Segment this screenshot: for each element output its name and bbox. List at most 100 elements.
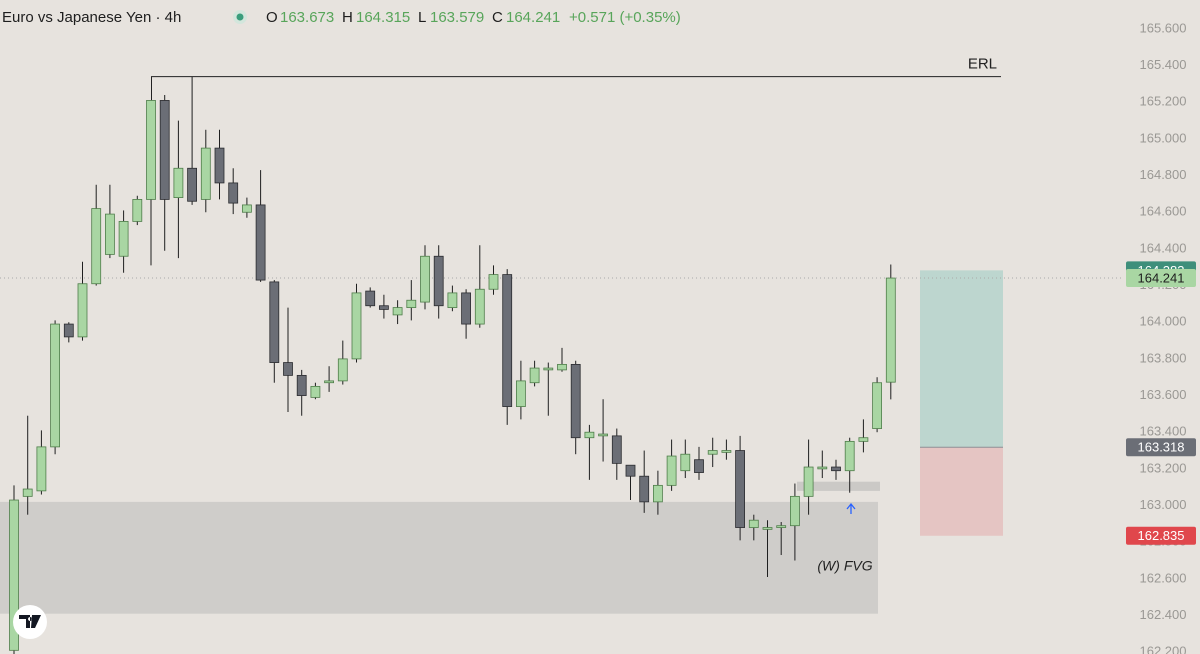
chart-title: Euro vs Japanese Yen · 4h <box>2 9 181 26</box>
zone-label: (W) FVG <box>817 557 872 573</box>
price-tag <box>1126 438 1196 457</box>
price-tag-label: 164.241 <box>1138 270 1185 285</box>
y-tick-label: 165.600 <box>1140 20 1187 35</box>
y-tick-label: 163.200 <box>1140 460 1187 475</box>
candle-body <box>9 499 19 651</box>
candle-body <box>105 213 115 255</box>
candle-body <box>502 274 513 407</box>
candle-body <box>735 450 745 528</box>
ohlc-letter: O <box>266 9 278 26</box>
candle-body <box>598 433 608 437</box>
candle-body <box>241 204 252 213</box>
candle-body <box>639 475 650 503</box>
candle-body <box>255 204 266 281</box>
status-dot <box>236 13 244 21</box>
candle-body <box>324 380 335 384</box>
candle-body <box>611 435 622 464</box>
arrow-icon <box>846 502 856 514</box>
ohlc-value: 164.315 <box>356 9 410 26</box>
logo-mark <box>19 615 41 628</box>
y-tick-label: 165.200 <box>1140 94 1187 109</box>
plot: (W) FVG ERL <box>0 56 1122 654</box>
y-tick-label: 162.600 <box>1140 570 1187 585</box>
candle-body <box>283 362 293 376</box>
candle-body <box>625 464 636 477</box>
candle-body <box>707 450 718 455</box>
candle-body <box>488 274 499 290</box>
candle-body <box>420 255 430 303</box>
candle-body <box>200 147 211 200</box>
candle-body <box>63 323 74 338</box>
candle-body <box>748 519 759 528</box>
y-tick-label: 164.400 <box>1140 240 1187 255</box>
candle-body <box>762 527 773 530</box>
candle-body <box>474 288 485 325</box>
price-tag <box>1126 526 1196 545</box>
y-tick-label: 165.000 <box>1140 130 1187 145</box>
ohlc-letter: H <box>342 9 353 26</box>
candle-body <box>214 147 225 184</box>
price-tag-label: 163.318 <box>1138 440 1185 455</box>
candle-body <box>885 277 896 383</box>
candle-body <box>790 495 800 527</box>
logo <box>13 605 47 639</box>
change-label: +0.571 (+0.35%) <box>569 9 681 26</box>
candle-body <box>433 255 444 307</box>
ohlc-value: 164.241 <box>506 9 560 26</box>
candle-body <box>392 307 403 316</box>
y-tick-label: 164.600 <box>1140 204 1187 219</box>
y-tick-label: 163.000 <box>1140 497 1187 512</box>
candle-body <box>228 182 239 204</box>
candle-body <box>337 358 348 382</box>
candle-body <box>557 363 567 371</box>
y-tick-label: 162.200 <box>1140 644 1187 654</box>
candle-body <box>680 453 691 472</box>
y-tick-label: 163.600 <box>1140 387 1187 402</box>
candle-body <box>296 374 307 396</box>
candle-body <box>831 466 841 472</box>
candle-body <box>570 363 581 439</box>
candle-body <box>36 446 47 492</box>
y-tick-label: 162.400 <box>1140 607 1187 622</box>
candle-body <box>132 199 143 222</box>
y-tick-label: 165.400 <box>1140 57 1187 72</box>
ohlc-letter: C <box>492 9 503 26</box>
candle-body <box>653 484 663 503</box>
candle-body <box>666 455 677 486</box>
candle-body <box>310 385 321 398</box>
level-label: ERL <box>968 56 997 73</box>
candle-body <box>187 167 198 202</box>
y-tick-label: 163.800 <box>1140 350 1187 365</box>
price-tag <box>1126 269 1196 288</box>
y-tick-label: 164.800 <box>1140 167 1187 182</box>
candle-body <box>543 367 554 371</box>
y-tick-label: 163.400 <box>1140 424 1187 439</box>
price-tag-label: 162.835 <box>1138 528 1185 543</box>
candle-body <box>858 437 869 442</box>
zone <box>0 501 878 614</box>
candle-body <box>146 100 156 200</box>
candle-body <box>22 488 33 497</box>
candle-body <box>776 525 787 528</box>
candle-body <box>817 466 828 470</box>
ohlc-value: 163.579 <box>430 9 484 26</box>
stop-zone <box>920 447 1003 536</box>
candle-body <box>447 292 458 308</box>
candle-body <box>721 450 732 453</box>
candle-body <box>159 100 170 200</box>
target-zone <box>920 270 1003 448</box>
candle-body <box>118 221 129 257</box>
candle-body <box>406 299 417 308</box>
candle-body <box>529 367 540 384</box>
candle-body <box>844 440 855 472</box>
candle-body <box>77 283 88 338</box>
candle-body <box>378 305 389 310</box>
y-tick-label: 164.000 <box>1140 314 1187 329</box>
candle-body <box>173 167 184 198</box>
ohlc-value: 163.673 <box>280 9 334 26</box>
candle-body <box>269 281 280 363</box>
candle-body <box>516 380 526 407</box>
candle-body <box>91 208 102 285</box>
candle-body <box>351 292 362 360</box>
